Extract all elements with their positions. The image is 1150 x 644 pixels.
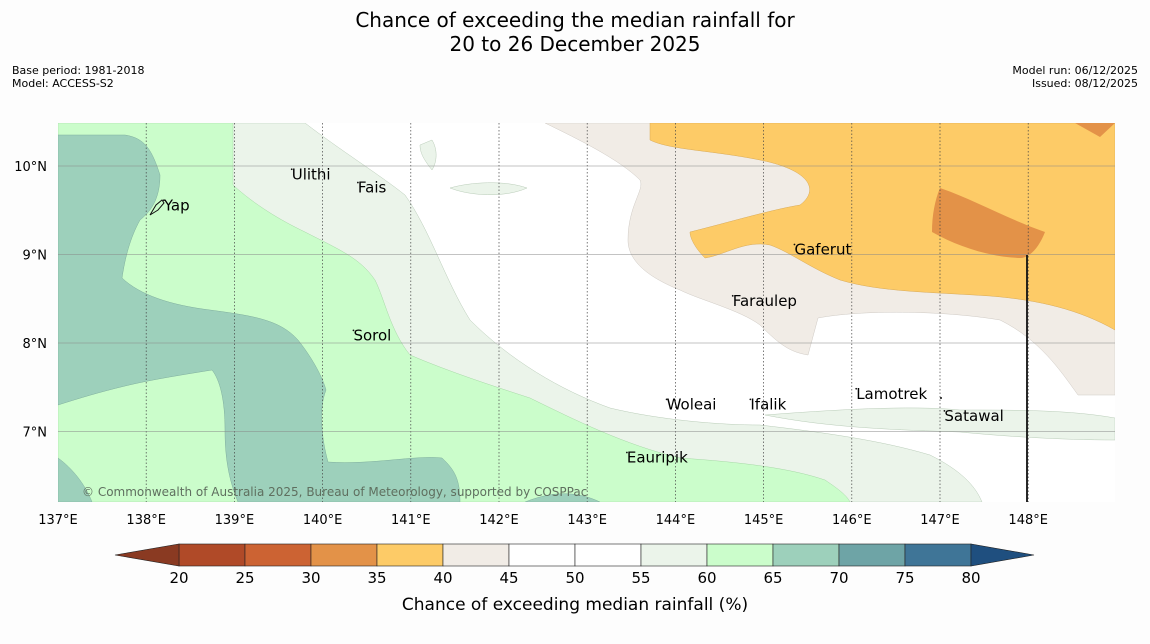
place-marker bbox=[793, 243, 796, 246]
place-label: Gaferut bbox=[794, 241, 851, 259]
colorbar-tick-label: 50 bbox=[565, 569, 584, 587]
model-run-date: Model run: 06/12/2025 bbox=[1012, 64, 1138, 77]
colorbar-title: Chance of exceeding median rainfall (%) bbox=[402, 595, 748, 615]
colorbar-tick-label: 25 bbox=[235, 569, 254, 587]
latitude-tick-label: 7°N bbox=[23, 426, 48, 441]
latitude-tick-label: 8°N bbox=[23, 337, 48, 352]
base-period: Base period: 1981-2018 bbox=[12, 64, 145, 77]
colorbar-segment bbox=[706, 543, 774, 567]
place-label: Faraulep bbox=[733, 292, 797, 310]
colorbar-segment bbox=[574, 543, 642, 567]
map-plot-area: © Commonwealth of Australia 2025, Bureau… bbox=[58, 123, 1115, 502]
colorbar-segment bbox=[442, 543, 510, 567]
region-65-70-south bbox=[524, 493, 601, 502]
longitude-tick-label: 142°E bbox=[479, 513, 519, 528]
place-label: Ulithi bbox=[292, 165, 331, 183]
longitude-tick-label: 140°E bbox=[303, 513, 343, 528]
colorbar-tick-label: 30 bbox=[301, 569, 320, 587]
place-marker bbox=[352, 329, 355, 332]
region-65-70-southwest bbox=[58, 457, 93, 502]
colorbar-tick-label: 70 bbox=[829, 569, 848, 587]
longitude-tick-label: 145°E bbox=[744, 513, 784, 528]
islet-dot bbox=[940, 397, 942, 399]
place-label: Yap bbox=[163, 196, 190, 214]
colorbar-tick-label: 35 bbox=[367, 569, 386, 587]
place-marker bbox=[162, 199, 165, 202]
place-label: Eauripik bbox=[627, 448, 688, 466]
place-marker bbox=[625, 451, 628, 454]
place-labels: Yap Ulithi Fais Gaferut Faraulep Sorol Lamotre… bbox=[163, 165, 1004, 466]
longitude-tick-label: 144°E bbox=[656, 513, 696, 528]
run-info: Model run: 06/12/2025 Issued: 08/12/2025 bbox=[1012, 64, 1138, 90]
colorbar-tick-label: 80 bbox=[961, 569, 980, 587]
longitude-tick-label: 143°E bbox=[567, 513, 607, 528]
place-marker bbox=[356, 181, 359, 184]
longitude-tick-label: 141°E bbox=[391, 513, 431, 528]
title-line-2: 20 to 26 December 2025 bbox=[449, 32, 701, 56]
longitude-tick-label: 137°E bbox=[38, 513, 78, 528]
map-title: Chance of exceeding the median rainfall … bbox=[0, 8, 1150, 56]
region-30-35-corner bbox=[1075, 123, 1115, 137]
model-name: Model: ACCESS-S2 bbox=[12, 77, 114, 90]
place-marker bbox=[290, 168, 293, 171]
place-marker bbox=[749, 398, 752, 401]
model-info: Base period: 1981-2018 Model: ACCESS-S2 bbox=[12, 64, 144, 90]
latitude-tick-label: 9°N bbox=[23, 249, 48, 264]
place-label: Ifalik bbox=[750, 395, 786, 413]
colorbar-segment bbox=[244, 543, 312, 567]
colorbar-segment bbox=[376, 543, 444, 567]
place-label: Woleai bbox=[667, 395, 717, 413]
place-marker bbox=[731, 294, 734, 297]
colorbar-segment bbox=[178, 543, 246, 567]
colorbar-over-arrow bbox=[970, 543, 1035, 567]
colorbar-tick-label: 45 bbox=[499, 569, 518, 587]
map-gridlines bbox=[58, 123, 1115, 502]
title-line-1: Chance of exceeding the median rainfall … bbox=[355, 8, 795, 32]
colorbar-tick-label: 40 bbox=[433, 569, 452, 587]
place-label: Fais bbox=[358, 179, 387, 197]
longitude-tick-label: 146°E bbox=[832, 513, 872, 528]
colorbar-tick-label: 20 bbox=[169, 569, 188, 587]
longitude-ticks: 137°E 138°E 139°E 140°E 141°E 142°E 143°E 144°E… bbox=[38, 513, 1048, 528]
region-55-60-patch-b bbox=[449, 182, 528, 195]
yap-island-shape bbox=[149, 199, 165, 216]
issued-date: Issued: 08/12/2025 bbox=[1031, 77, 1138, 90]
longitude-tick-label: 138°E bbox=[126, 513, 166, 528]
region-35-40 bbox=[649, 123, 1115, 331]
colorbar-segment bbox=[838, 543, 906, 567]
longitude-tick-label: 139°E bbox=[215, 513, 255, 528]
copyright-text: © Commonwealth of Australia 2025, Bureau… bbox=[82, 485, 587, 499]
place-label: Sorol bbox=[353, 326, 391, 344]
colorbar-segment bbox=[640, 543, 708, 567]
colorbar-segment bbox=[508, 543, 576, 567]
colorbar-segment bbox=[772, 543, 840, 567]
colorbar-segment bbox=[904, 543, 972, 567]
place-label: Satawal bbox=[944, 407, 1003, 425]
longitude-tick-label: 147°E bbox=[920, 513, 960, 528]
place-marker bbox=[943, 409, 946, 412]
place-label: Lamotrek bbox=[856, 385, 927, 403]
colorbar-under-arrow bbox=[114, 543, 180, 567]
region-65-70 bbox=[58, 134, 461, 502]
colorbar: 20 25 30 35 40 45 50 55 60 65 70 75 80 Chance of exce… bbox=[114, 543, 1035, 615]
region-30-35 bbox=[932, 188, 1045, 258]
colorbar-tick-label: 55 bbox=[631, 569, 650, 587]
colorbar-tick-label: 75 bbox=[895, 569, 914, 587]
latitude-ticks: 10°N 9°N 8°N 7°N bbox=[14, 160, 47, 441]
colorbar-segment bbox=[310, 543, 378, 567]
colorbar-tick-label: 60 bbox=[697, 569, 716, 587]
colorbar-tick-label: 65 bbox=[763, 569, 782, 587]
place-marker bbox=[855, 387, 858, 390]
latitude-tick-label: 10°N bbox=[14, 160, 47, 175]
place-marker bbox=[665, 398, 668, 401]
longitude-tick-label: 148°E bbox=[1008, 513, 1048, 528]
region-55-60-patch-a bbox=[419, 139, 437, 171]
